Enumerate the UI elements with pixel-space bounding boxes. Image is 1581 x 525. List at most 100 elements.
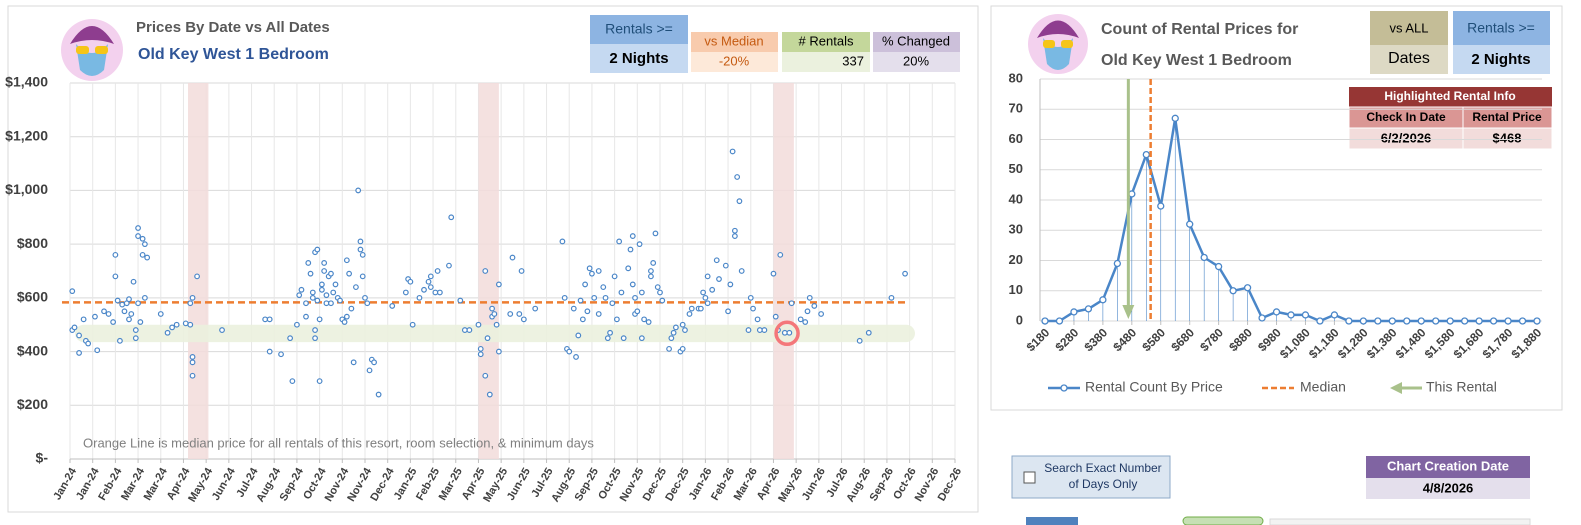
checkbox[interactable]: [1023, 471, 1036, 484]
data-point: [187, 300, 194, 307]
data-point: [1403, 317, 1411, 325]
data-point: [1316, 317, 1324, 325]
data-point: [402, 289, 409, 296]
data-point: [303, 313, 309, 320]
data-point: [641, 316, 648, 323]
data-point: [520, 316, 527, 323]
data-point: [189, 372, 196, 379]
data-point: [731, 233, 738, 239]
data-point: [477, 345, 484, 352]
button[interactable]: [1026, 517, 1078, 525]
box-body: [590, 44, 688, 73]
data-point: [1345, 317, 1353, 325]
data-point: [627, 246, 634, 253]
data-point: [316, 378, 323, 385]
creation-date: 4/8/2026: [1423, 480, 1474, 495]
data-point: [305, 260, 312, 266]
data-point: [135, 225, 141, 231]
checkbox-label-wrap: Search Exact Number of Days Only: [1044, 461, 1161, 491]
data-point: [461, 327, 468, 333]
data-point: [328, 270, 334, 277]
highlight-band: [478, 83, 499, 459]
data-point: [620, 335, 627, 342]
data-point: [189, 354, 196, 360]
data-point: [355, 187, 362, 194]
data-point: [85, 340, 92, 347]
data-point: [112, 251, 119, 258]
button[interactable]: [1182, 516, 1264, 525]
data-point: [350, 359, 357, 366]
data-point: [486, 391, 493, 398]
data-point: [797, 316, 804, 323]
y-tick-label: 10: [1009, 282, 1023, 297]
data-point: [1113, 259, 1122, 268]
data-point: [173, 321, 180, 328]
data-point: [722, 262, 729, 269]
data-point: [266, 348, 273, 355]
data-point: [761, 327, 768, 333]
data-point: [409, 321, 416, 328]
data-point: [856, 337, 863, 344]
data-point: [577, 297, 584, 304]
data-point: [348, 305, 355, 312]
data-point: [309, 294, 316, 301]
box-header: [1453, 11, 1550, 45]
data-point: [604, 335, 611, 342]
box-header: [782, 32, 870, 52]
data-point: [121, 308, 128, 315]
data-point: [532, 305, 539, 312]
exact-days-option[interactable]: Search Exact Number of Days Only: [1011, 455, 1171, 499]
legend-swatch: [1060, 384, 1068, 392]
data-point: [566, 348, 573, 355]
data-point: [613, 316, 620, 323]
data-point: [321, 260, 328, 266]
box-value: 337: [842, 53, 864, 68]
data-point: [157, 311, 164, 317]
y-tick-label: 30: [1009, 222, 1023, 237]
data-point: [509, 254, 516, 261]
data-point: [407, 278, 414, 285]
table-cell: [1462, 127, 1553, 150]
data-point: [507, 311, 514, 317]
data-point: [1186, 220, 1194, 228]
data-point: [600, 284, 607, 291]
data-point: [1359, 317, 1368, 325]
data-point: [1287, 311, 1295, 319]
data-point: [432, 289, 439, 296]
data-point: [738, 268, 745, 274]
data-point: [1229, 287, 1237, 295]
table-value: $468: [1493, 130, 1522, 145]
data-point: [1518, 317, 1527, 325]
data-point: [745, 327, 752, 333]
table-value: 6/2/2026: [1381, 130, 1432, 145]
data-point: [1489, 317, 1498, 325]
data-point: [750, 305, 756, 312]
y-tick-label: $800: [17, 235, 48, 251]
data-point: [466, 327, 473, 333]
data-point: [595, 268, 602, 274]
data-point: [729, 148, 736, 155]
button[interactable]: [1269, 518, 1531, 525]
data-point: [652, 230, 659, 237]
data-point: [425, 278, 432, 285]
data-point: [475, 321, 482, 328]
data-point: [101, 308, 107, 315]
box-header: [590, 15, 688, 44]
box-body: [873, 52, 960, 72]
data-point: [366, 367, 373, 374]
data-point: [704, 273, 711, 280]
table-title: Highlighted Rental Info: [1384, 89, 1515, 103]
legend-label: This Rental: [1426, 379, 1497, 395]
data-point: [114, 297, 121, 304]
data-point: [362, 294, 368, 301]
data-point: [278, 351, 284, 358]
data-point: [128, 311, 135, 317]
data-point: [575, 332, 582, 339]
box-label: Rentals >=: [1467, 20, 1535, 36]
data-point: [341, 319, 348, 325]
data-point: [595, 311, 602, 317]
data-point: [686, 311, 693, 317]
data-point: [772, 313, 779, 320]
data-point: [132, 335, 139, 342]
data-point: [634, 308, 641, 315]
